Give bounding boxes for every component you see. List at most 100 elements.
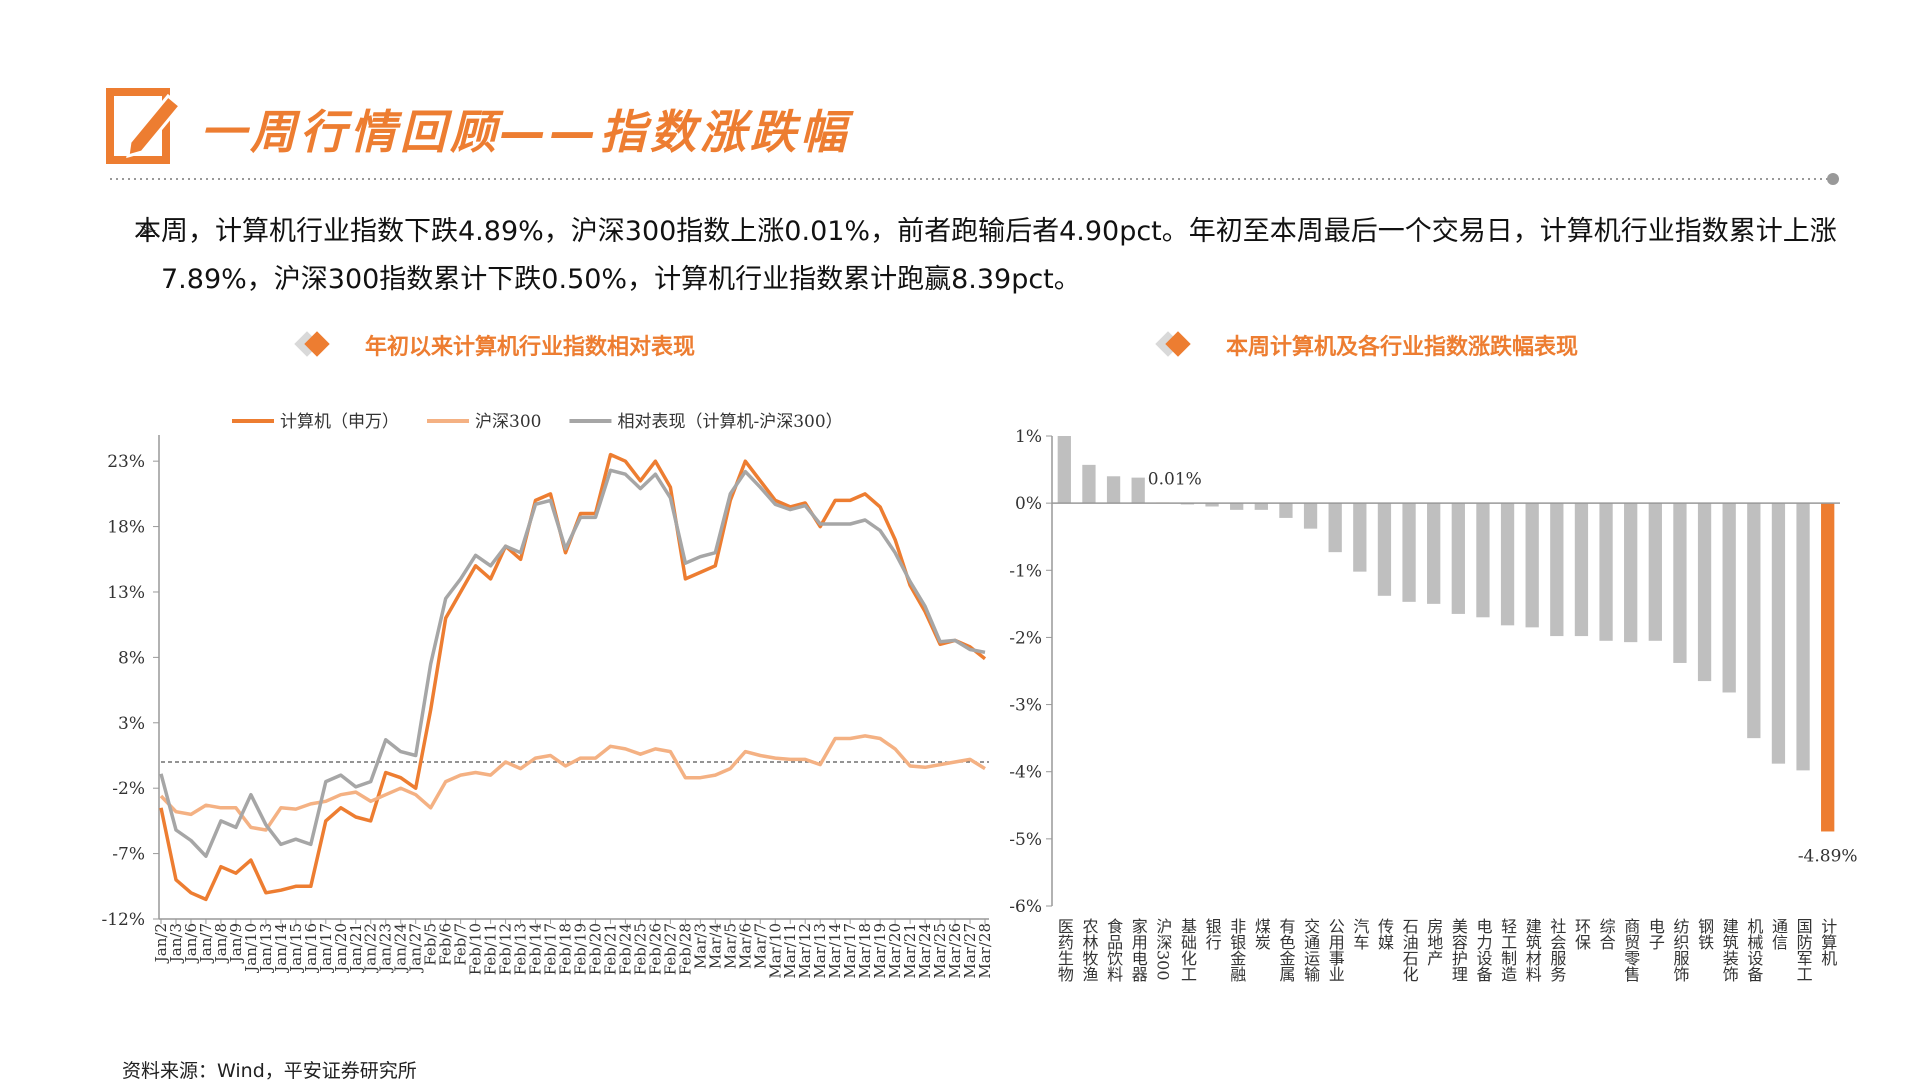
x-tick-label: Jan/14 xyxy=(272,923,290,974)
x-tick-label: Jan/13 xyxy=(257,923,275,974)
x-tick-label: Feb/17 xyxy=(542,923,560,975)
category-label: 基础化工 xyxy=(1178,918,1197,982)
bar xyxy=(1279,503,1293,518)
category-label: 房地产 xyxy=(1424,918,1443,966)
bar xyxy=(1057,436,1071,504)
x-tick-label: Feb/25 xyxy=(631,923,649,975)
legend-label: 计算机（申万） xyxy=(280,412,399,432)
x-tick-label: Jan/21 xyxy=(347,923,365,974)
y-tick-label: -2% xyxy=(1009,628,1042,648)
bar xyxy=(1796,503,1810,771)
category-label: 汽车 xyxy=(1350,918,1369,950)
bar xyxy=(1082,464,1096,504)
x-tick-label: Jan/16 xyxy=(302,923,320,974)
bar xyxy=(1328,503,1342,553)
category-label: 煤炭 xyxy=(1252,918,1271,950)
x-tick-label: Mar/6 xyxy=(736,923,754,969)
x-tick-label: Jan/15 xyxy=(287,923,305,974)
x-tick-label: Mar/3 xyxy=(691,923,709,969)
x-tick-label: Jan/3 xyxy=(167,923,185,964)
x-tick-label: Mar/20 xyxy=(886,923,904,979)
bar xyxy=(1377,503,1392,596)
x-tick-label: Feb/27 xyxy=(661,923,679,975)
x-tick-label: Jan/8 xyxy=(212,923,230,964)
category-label: 电力设备 xyxy=(1473,918,1492,982)
x-tick-label: Jan/2 xyxy=(152,923,170,964)
y-tick-label: -4% xyxy=(1009,763,1042,783)
x-tick-label: Mar/19 xyxy=(871,923,889,979)
bar xyxy=(1673,503,1687,663)
title-icon xyxy=(304,331,330,357)
bar xyxy=(1747,503,1761,739)
series-line xyxy=(159,468,986,858)
x-tick-label: Mar/5 xyxy=(721,923,739,969)
x-tick-label: Jan/20 xyxy=(332,923,350,974)
x-tick-label: Jan/17 xyxy=(317,923,335,974)
x-tick-label: Jan/9 xyxy=(227,923,245,964)
bar xyxy=(1599,503,1613,641)
header-icon xyxy=(106,88,183,164)
bullet: ➢ xyxy=(137,216,157,244)
x-tick-label: Mar/12 xyxy=(796,923,814,979)
value-label: 0.01% xyxy=(1148,469,1202,489)
bar xyxy=(1451,503,1465,614)
x-tick-label: Jan/27 xyxy=(407,923,425,974)
category-label: 电子 xyxy=(1646,918,1665,950)
category-label: 交通运输 xyxy=(1301,918,1320,982)
x-tick-label: Mar/13 xyxy=(811,923,829,979)
category-label: 食品饮料 xyxy=(1104,918,1123,982)
category-label: 农林牧渔 xyxy=(1079,918,1098,982)
chart-title: 本周计算机及各行业指数涨跌幅表现 xyxy=(1226,334,1578,360)
x-tick-label: Jan/6 xyxy=(182,923,200,964)
x-tick-label: Feb/5 xyxy=(422,923,440,966)
x-tick-label: Feb/20 xyxy=(586,923,604,975)
x-tick-label: Jan/22 xyxy=(362,923,380,974)
bar xyxy=(1722,503,1736,693)
x-tick-label: Jan/24 xyxy=(392,923,410,974)
category-label: 家用电器 xyxy=(1129,918,1148,982)
bar xyxy=(1427,503,1441,604)
x-tick-label: Mar/21 xyxy=(901,923,919,979)
category-label: 机械设备 xyxy=(1744,918,1763,982)
x-tick-label: Jan/23 xyxy=(377,923,395,974)
x-tick-label: Feb/14 xyxy=(527,923,545,975)
category-label: 纺织服饰 xyxy=(1670,918,1689,982)
x-tick-label: Feb/18 xyxy=(557,923,575,975)
category-label: 国防军工 xyxy=(1794,918,1813,982)
bar xyxy=(1771,503,1786,764)
category-label: 通信 xyxy=(1769,918,1788,950)
bar xyxy=(1574,503,1589,637)
category-label: 美容护理 xyxy=(1449,918,1468,982)
y-tick-label: -6% xyxy=(1009,897,1042,917)
x-tick-label: Mar/25 xyxy=(931,923,949,979)
bar xyxy=(1353,503,1367,572)
bar xyxy=(1624,503,1638,643)
y-tick-label: 13% xyxy=(107,583,145,603)
category-label: 建筑装饰 xyxy=(1720,918,1739,982)
charts: 年初以来计算机行业指数相对表现 23% 18% 13% 8% 3% -2% -7% -12% Ja… xyxy=(101,331,1858,983)
bar xyxy=(1205,503,1219,507)
category-label: 公用事业 xyxy=(1326,918,1345,982)
category-label: 建筑材料 xyxy=(1523,918,1542,982)
y-tick-label: 3% xyxy=(118,714,145,734)
y-tick-label: -12% xyxy=(101,910,145,930)
bar xyxy=(1254,503,1268,510)
x-tick-label: Mar/17 xyxy=(841,923,859,979)
bar xyxy=(1821,503,1835,832)
x-tick-label: Mar/7 xyxy=(751,923,769,969)
category-label: 计算机 xyxy=(1818,918,1837,967)
legend-label: 沪深300 xyxy=(475,412,541,432)
series-line xyxy=(159,734,986,832)
y-tick-label: 8% xyxy=(118,648,145,668)
x-tick-label: Feb/28 xyxy=(676,923,694,975)
x-tick-label: Feb/13 xyxy=(512,923,530,975)
category-label: 钢铁 xyxy=(1695,918,1714,950)
bar xyxy=(1131,477,1145,504)
y-tick-label: -7% xyxy=(112,845,145,865)
x-tick-label: Mar/10 xyxy=(766,923,784,979)
bar xyxy=(1525,503,1539,628)
value-label: -4.89% xyxy=(1798,846,1858,866)
bar xyxy=(1230,503,1244,510)
y-tick-label: 23% xyxy=(107,452,145,472)
x-tick-label: Jan/7 xyxy=(197,923,215,964)
